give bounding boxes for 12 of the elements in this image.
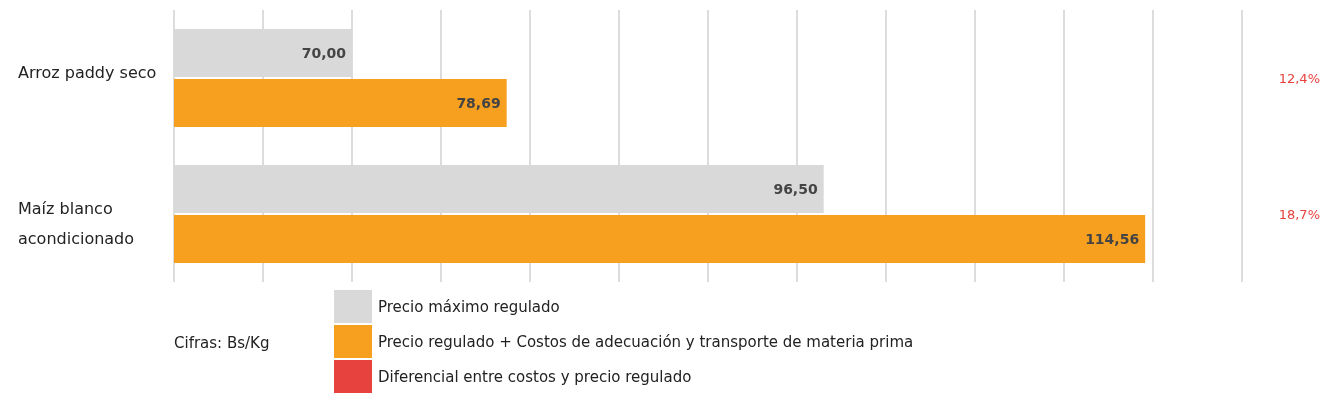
data-label: 70,00 (301, 45, 347, 62)
y-tick-label: Maíz blanco acondicionado (18, 199, 135, 248)
legend-label: Diferencial entre costos y precio regulado (378, 367, 692, 386)
text: Cifras: Bs/Kg (174, 333, 271, 352)
legend-label: Precio regulado + Costos de adecuación y transporte de materia prima (378, 332, 914, 351)
data-label: 96,50 (773, 181, 818, 198)
text: 18,7% (1278, 206, 1320, 222)
legend-label: Precio máximo regulado (378, 297, 560, 316)
data-label: 78,69 (456, 95, 501, 112)
text: 12,4% (1278, 70, 1320, 86)
data-label: 114,56 (1085, 231, 1140, 248)
y-tick-label: Arroz paddy seco (18, 63, 157, 82)
